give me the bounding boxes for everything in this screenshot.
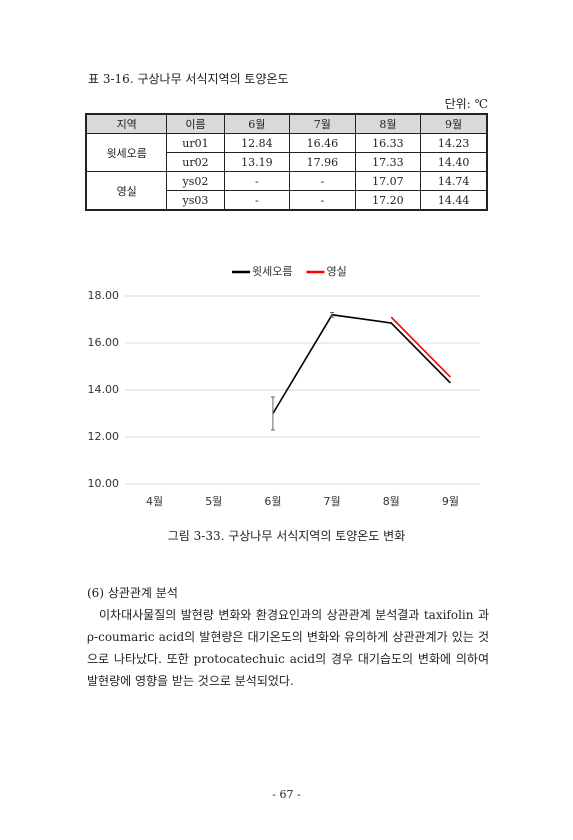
table-cell: 14.44 xyxy=(420,190,488,211)
x-tick-label: 9월 xyxy=(442,495,459,508)
legend-label: 영실 xyxy=(326,265,346,278)
x-tick-label: 6월 xyxy=(264,495,281,508)
table-caption: 표 3-16. 구상나무 서식지역의 토양온도 xyxy=(88,72,289,86)
table-row: ur02 13.19 17.96 17.33 14.40 xyxy=(86,152,488,172)
x-tick-label: 4월 xyxy=(146,495,163,508)
header-cell: 지역 xyxy=(85,113,168,134)
table-cell: 17.07 xyxy=(354,171,422,191)
header-cell: 이름 xyxy=(166,113,225,134)
table-cell: 17.96 xyxy=(289,152,356,172)
region-cell: 영실 xyxy=(85,171,168,211)
chart: 10.00 12.00 14.00 16.00 18.00 4월 5월 6월 7월 8월 9월 윗세오… xyxy=(88,265,480,508)
y-tick-label: 18.00 xyxy=(88,289,120,302)
table-cell: ys03 xyxy=(166,190,225,211)
section-title: (6) 상관관계 분석 xyxy=(87,586,178,600)
table-cell: - xyxy=(289,190,356,211)
legend-label: 윗세오름 xyxy=(252,265,292,278)
table-cell: 14.74 xyxy=(420,171,488,191)
table-row: 윗세오름 ur01 12.84 16.46 16.33 14.23 xyxy=(85,133,488,172)
x-tick-label: 7월 xyxy=(324,495,341,508)
header-cell: 8월 xyxy=(354,113,422,134)
x-tick-label: 8월 xyxy=(383,495,400,508)
paragraph: 이차대사물질의 발현량 변화와 환경요인과의 상관관계 분석결과 taxifol… xyxy=(87,608,489,688)
table-cell: 16.46 xyxy=(289,133,356,153)
region-cell: 윗세오름 xyxy=(85,133,168,172)
table-cell: 17.33 xyxy=(354,152,422,172)
y-tick-label: 14.00 xyxy=(88,383,120,396)
table-cell: - xyxy=(223,171,291,191)
series-line xyxy=(272,313,451,414)
table-cell: ys02 xyxy=(166,171,225,191)
unit: 단위: ℃ xyxy=(444,97,488,111)
figure-caption: 그림 3-33. 구상나무 서식지역의 토양온도 변화 xyxy=(167,529,406,543)
header-cell: 9월 xyxy=(420,113,488,134)
table-row: ys03- -17.20 14.44 xyxy=(86,190,488,211)
page-number: - 67 - xyxy=(272,788,301,801)
table-cell: ur02 xyxy=(166,152,225,172)
table-row: 영실 ys02- -17.07 14.74 xyxy=(85,171,488,211)
header-cell: 7월 xyxy=(289,113,356,134)
table-cell: 14.40 xyxy=(420,152,488,172)
table-cell: - xyxy=(289,171,356,191)
table-cell: 13.19 xyxy=(223,152,291,172)
header-cell: 6월 xyxy=(223,113,291,134)
series-line xyxy=(390,316,451,378)
y-tick-label: 10.00 xyxy=(88,477,120,490)
y-tick-label: 16.00 xyxy=(88,336,120,349)
table-cell: ur01 xyxy=(166,133,225,153)
table-cell: 14.23 xyxy=(420,133,488,153)
table-cell: 12.84 xyxy=(223,133,291,153)
y-tick-label: 12.00 xyxy=(88,430,120,443)
error-bar xyxy=(330,311,335,318)
table-cell: 17.20 xyxy=(354,190,422,211)
table-cell: 16.33 xyxy=(354,133,422,153)
table-cell: - xyxy=(223,190,291,211)
error-bar xyxy=(270,396,275,431)
table-row: 지역 이름 6월 7월 8월 9월 xyxy=(85,113,488,134)
data-table: 지역 이름 6월 7월 8월 9월 윗세오름 ur01 12.84 16.46 16.33 14.23… xyxy=(85,113,488,211)
x-tick-label: 5월 xyxy=(205,495,222,508)
